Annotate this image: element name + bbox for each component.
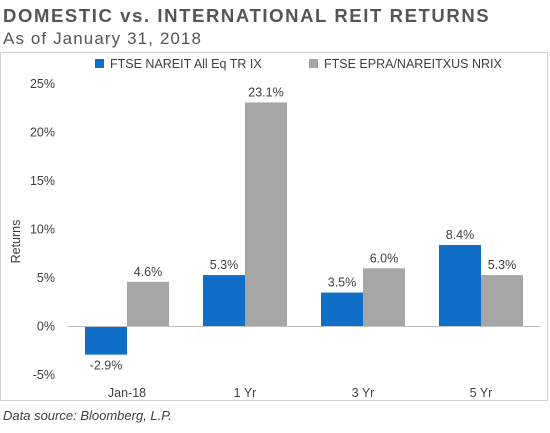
chart-title: DOMESTIC vs. INTERNATIONAL REIT RETURNS [3, 5, 491, 26]
data-label: 8.4% [446, 228, 475, 242]
x-tick-label: Jan-18 [108, 386, 146, 400]
data-source-note: Data source: Bloomberg, L.P. [3, 408, 172, 423]
legend-label: FTSE EPRA/NAREITXUS NRIX [324, 57, 502, 71]
y-tick-label: -5% [33, 368, 55, 382]
data-label: 23.1% [248, 85, 283, 99]
bar [481, 275, 523, 327]
bar [127, 281, 169, 327]
legend-swatch [95, 59, 104, 68]
y-tick-label: 25% [30, 77, 55, 91]
legend-label: FTSE NAREIT All Eq TR IX [110, 57, 262, 71]
data-label: 4.6% [134, 265, 163, 279]
bar [203, 275, 245, 327]
y-axis-title: Returns [9, 220, 23, 264]
y-tick-label: 20% [30, 126, 55, 140]
chart-frame [0, 52, 548, 401]
bar [245, 102, 287, 327]
x-tick-label: 1 Yr [234, 386, 257, 400]
data-label: 5.3% [488, 258, 517, 272]
y-tick-label: 15% [30, 174, 55, 188]
chart-subtitle: As of January 31, 2018 [3, 29, 203, 48]
y-tick-label: 5% [37, 271, 55, 285]
data-label: 5.3% [210, 258, 239, 272]
bar [363, 268, 405, 327]
x-tick-label: 3 Yr [352, 386, 375, 400]
y-tick-label: 10% [30, 223, 55, 237]
legend-swatch [309, 59, 318, 68]
y-tick-label: 0% [37, 320, 55, 334]
bar [85, 326, 127, 355]
data-label: 3.5% [328, 276, 357, 290]
bar [321, 292, 363, 327]
data-label: 6.0% [370, 251, 399, 265]
x-tick-label: 5 Yr [470, 386, 493, 400]
bar [439, 245, 481, 327]
data-label: -2.9% [90, 359, 123, 373]
